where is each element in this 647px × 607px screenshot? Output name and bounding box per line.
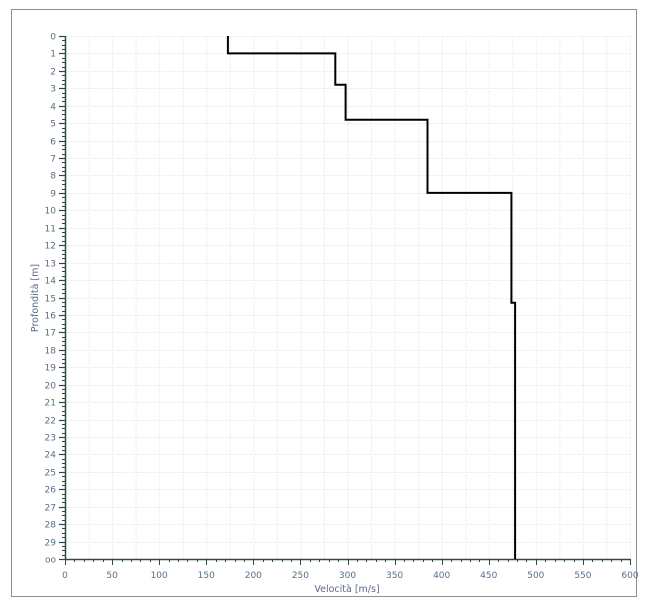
- y-tick-label: 10: [45, 207, 57, 217]
- y-tick-label: 27: [45, 504, 56, 514]
- y-tick-label: 3: [50, 85, 56, 95]
- velocity-profile-line: [226, 36, 517, 559]
- x-tick-label: 350: [386, 571, 403, 581]
- x-tick-label: 0: [62, 571, 68, 581]
- y-tick-label: 15: [45, 295, 56, 305]
- x-axis-title: Velocità [m/s]: [314, 584, 379, 595]
- x-tick-labels: 0 50 100 150 200 250 300 350 400 450 500 550 600: [62, 571, 639, 581]
- y-tick-label: 11: [45, 225, 56, 235]
- y-tick-label: 19: [45, 364, 57, 374]
- y-tick-label: 2: [50, 68, 56, 78]
- y-tick-label: 5: [50, 120, 56, 130]
- y-tick-label: 1: [50, 50, 56, 60]
- y-tick-label: 21: [45, 399, 56, 409]
- x-tick-label: 600: [621, 571, 638, 581]
- y-tick-label: 17: [45, 329, 56, 339]
- y-tick-label: 16: [45, 312, 57, 322]
- grid-lines: [65, 36, 631, 560]
- y-tick-label: 4: [50, 103, 56, 113]
- x-tick-label: 550: [574, 571, 591, 581]
- y-tick-label: 20: [45, 382, 57, 392]
- plot-area: [226, 36, 517, 559]
- x-tick-label: 100: [151, 571, 168, 581]
- y-tick-label: 6: [50, 138, 56, 148]
- x-tick-label: 400: [433, 571, 450, 581]
- y-tick-label: 29: [45, 539, 57, 549]
- y-tick-label: oo: [45, 556, 57, 566]
- x-tick-label: 300: [339, 571, 356, 581]
- x-tick-label: 450: [480, 571, 497, 581]
- y-tick-label: 23: [45, 434, 56, 444]
- y-tick-label: 8: [50, 172, 56, 182]
- y-tick-labels: 0123456789101112131415161718192021222324…: [45, 33, 57, 566]
- y-tick-label: 14: [45, 277, 57, 287]
- x-tick-label: 250: [292, 571, 309, 581]
- y-tick-label: 24: [45, 451, 57, 461]
- y-tick-label: 25: [45, 469, 56, 479]
- x-tick-label: 150: [198, 571, 215, 581]
- x-tick-label: 50: [106, 571, 118, 581]
- y-axis-title: Profondità [m]: [30, 264, 41, 332]
- y-tick-label: 18: [45, 347, 57, 357]
- y-tick-label: 0: [50, 33, 56, 43]
- y-tick-label: 22: [45, 417, 56, 427]
- y-tick-label: 28: [45, 521, 57, 531]
- y-tick-label: 13: [45, 260, 56, 270]
- x-tick-label: 200: [245, 571, 262, 581]
- tick-marks: [59, 35, 631, 565]
- y-tick-label: 12: [45, 242, 56, 252]
- x-tick-label: 500: [527, 571, 544, 581]
- y-tick-label: 7: [50, 155, 56, 165]
- y-tick-label: 9: [50, 190, 56, 200]
- y-tick-label: 26: [45, 486, 57, 496]
